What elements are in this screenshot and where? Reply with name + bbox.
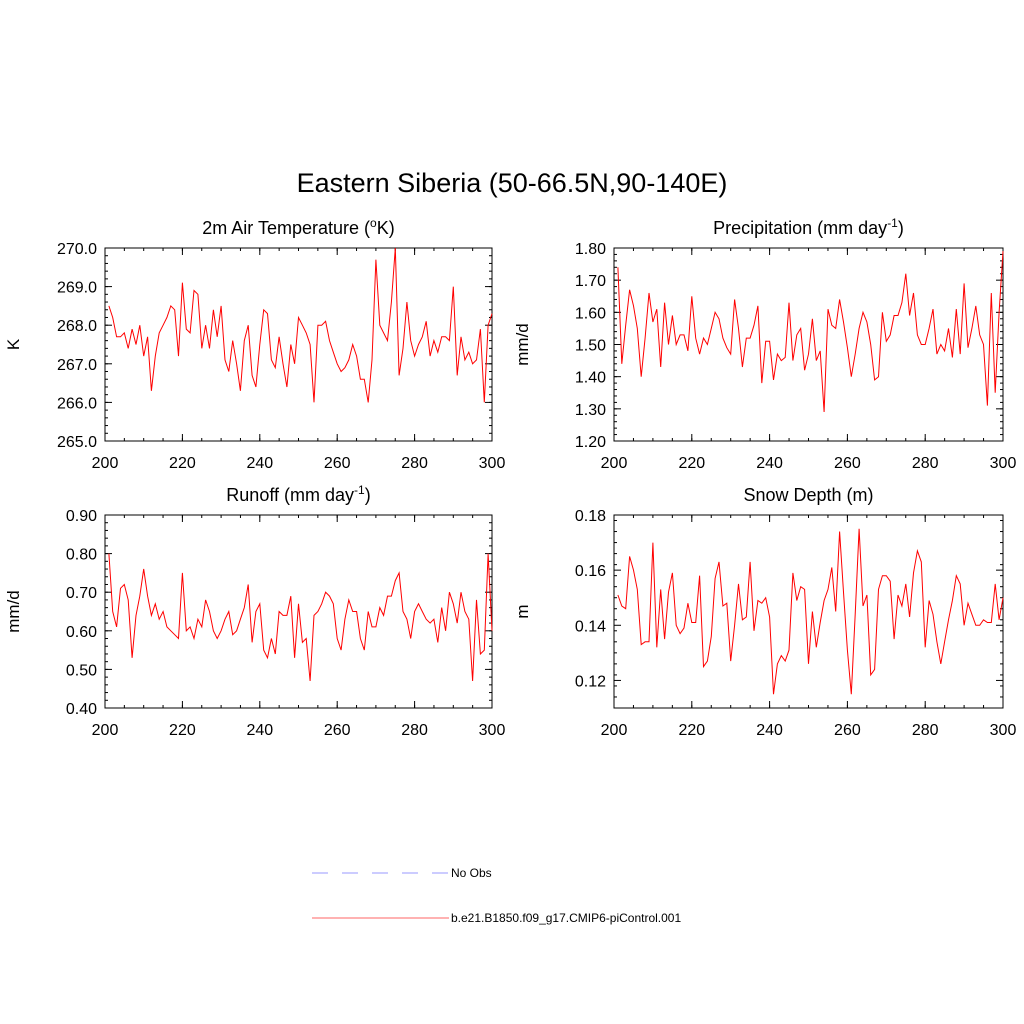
y-tick-label: 1.20 [575,434,606,451]
x-tick-label: 220 [169,722,196,739]
x-tick-label: 300 [990,722,1017,739]
panel-title-superscript: -1 [354,483,365,497]
y-tick-label: 0.18 [575,508,606,525]
x-tick-label: 300 [479,722,506,739]
y-tick-label: 270.0 [57,241,97,258]
panel-title-suffix: ) [898,218,904,238]
panel-title-suffix: K) [377,218,395,238]
y-tick-label: 0.60 [66,624,97,641]
y-tick-label: 0.50 [66,662,97,679]
y-axis-label: mm/d [4,590,23,633]
y-tick-label: 268.0 [57,318,97,335]
y-tick-label: 265.0 [57,434,97,451]
y-tick-label: 1.60 [575,305,606,322]
panel-title-text: 2m Air Temperature ( [202,218,370,238]
x-tick-label: 200 [92,455,119,472]
x-tick-label: 280 [912,455,939,472]
x-tick-label: 300 [990,455,1017,472]
series-line [108,553,493,682]
x-tick-label: 200 [601,455,628,472]
series-line [617,251,1004,413]
legend: No Obs b.e21.B1850.f09_g17.CMIP6-piContr… [312,866,681,925]
panel-title-superscript: o [370,216,377,230]
y-tick-label: 1.30 [575,402,606,419]
panel-4: Snow Depth (m) m 0.12 0.14 0.16 0.18 200 220 240… [513,485,1016,739]
x-tick-label: 240 [756,722,783,739]
y-tick-label: 1.70 [575,273,606,290]
y-tick-label: 0.16 [575,563,606,580]
x-tick-label: 260 [324,455,351,472]
panel-title-text: Runoff (mm day [226,485,354,505]
x-tick-label: 240 [246,722,273,739]
series-line [108,247,493,403]
panel-title: Runoff (mm day-1) [226,483,370,505]
panel-title-superscript: -1 [887,216,898,230]
x-tick-label: 220 [678,722,705,739]
x-tick-label: 240 [756,455,783,472]
panels: 2m Air Temperature (oK) K 265.0 266.0 267.0 2… [4,216,1016,739]
panel-title: Precipitation (mm day-1) [713,216,904,238]
y-axis-label: m [513,604,532,618]
x-tick-label: 240 [246,455,273,472]
x-tick-label: 220 [169,455,196,472]
plot-frame [613,247,1004,442]
panel-title-text: Precipitation (mm day [713,218,887,238]
x-tick-label: 280 [401,722,428,739]
panel-1: 2m Air Temperature (oK) K 265.0 266.0 267.0 2… [4,216,505,472]
y-tick-label: 1.40 [575,370,606,387]
panel-title-text: Snow Depth (m) [743,485,873,505]
y-tick-label: 0.90 [66,508,97,525]
y-tick-label: 0.14 [575,618,606,635]
y-tick-label: 0.80 [66,547,97,564]
y-tick-label: 269.0 [57,280,97,297]
y-tick-label: 0.70 [66,585,97,602]
y-tick-label: 1.80 [575,241,606,258]
y-axis-label: mm/d [513,323,532,366]
legend-label-no-obs: No Obs [451,866,492,880]
panel-title: 2m Air Temperature (oK) [202,216,394,238]
x-tick-label: 300 [479,455,506,472]
panel-title-suffix: ) [365,485,371,505]
series-line [617,528,1004,695]
plot-frame [104,247,493,442]
x-tick-label: 200 [601,722,628,739]
y-tick-label: 266.0 [57,395,97,412]
legend-label-picontrol: b.e21.B1850.f09_g17.CMIP6-piControl.001 [451,911,681,925]
plot-frame [613,514,1004,709]
x-tick-label: 260 [834,455,861,472]
panel-2: Precipitation (mm day-1) mm/d 1.20 1.30 1.40… [513,216,1016,472]
x-tick-label: 280 [912,722,939,739]
y-tick-label: 0.12 [575,673,606,690]
main-title: Eastern Siberia (50-66.5N,90-140E) [297,168,728,198]
x-tick-label: 280 [401,455,428,472]
panel-3: Runoff (mm day-1) mm/d 0.40 0.50 0.60 0.70 0.8… [4,483,505,739]
x-tick-label: 220 [678,455,705,472]
x-tick-label: 260 [834,722,861,739]
panel-title: Snow Depth (m) [743,485,873,505]
y-tick-label: 0.40 [66,701,97,718]
x-tick-label: 260 [324,722,351,739]
y-tick-label: 267.0 [57,357,97,374]
y-axis-label: K [4,338,23,350]
x-tick-label: 200 [92,722,119,739]
y-tick-label: 1.50 [575,338,606,355]
